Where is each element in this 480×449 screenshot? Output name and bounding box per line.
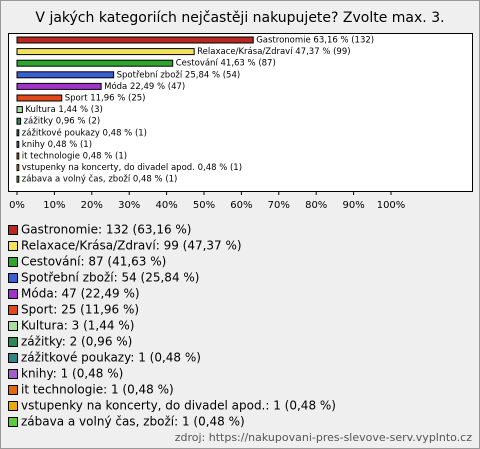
legend-swatch	[8, 289, 18, 299]
bar	[16, 71, 115, 79]
value-label: Móda 22,49 % (47)	[104, 81, 185, 92]
legend-swatch	[8, 321, 18, 331]
legend-swatch	[8, 337, 18, 347]
value-label: zážitkové poukazy 0,48 % (1)	[22, 127, 147, 138]
legend-label: Relaxace/Krása/Zdraví: 99 (47,37 %)	[21, 239, 242, 253]
x-tick-label: 30%	[118, 200, 140, 211]
x-tick-label: 50%	[193, 200, 215, 211]
x-tick-label: 40%	[155, 200, 177, 211]
value-label: Sport 11,96 % (25)	[65, 94, 146, 104]
value-label: vstupenky na koncerty, do divadel apod. …	[22, 163, 242, 173]
bar	[16, 164, 20, 172]
x-tick-label: 100%	[377, 200, 406, 211]
legend-swatch	[8, 369, 18, 379]
bar	[16, 36, 254, 44]
value-label: zážitky 0,96 % (2)	[24, 117, 101, 127]
legend-swatch	[8, 353, 18, 363]
value-label: zábava a volný čas, zboží 0,48 % (1)	[22, 174, 178, 185]
bar	[16, 59, 174, 67]
x-tick-label: 20%	[81, 200, 103, 211]
value-label: Kultura 1,44 % (3)	[25, 105, 102, 115]
legend-label: Móda: 47 (22,49 %)	[21, 287, 140, 301]
legend-label: Sport: 25 (11,96 %)	[21, 303, 139, 317]
bar	[16, 94, 63, 102]
x-tick-label: 90%	[342, 200, 364, 211]
source: zdroj: https://nakupovani-pres-slevove-s…	[175, 431, 473, 444]
legend-label: zábava a volný čas, zboží: 1 (0,48 %)	[21, 415, 245, 429]
bar	[16, 152, 20, 160]
legend-swatch	[8, 241, 18, 251]
legend-swatch	[8, 225, 18, 235]
legend-swatch	[8, 305, 18, 315]
legend-label: zážitkové poukazy: 1 (0,48 %)	[21, 351, 201, 365]
x-tick-label: 70%	[268, 200, 290, 211]
value-label: Relaxace/Krása/Zdraví 47,37 % (99)	[197, 47, 350, 57]
value-label: Gastronomie 63,16 % (132)	[256, 36, 374, 46]
bar	[16, 175, 20, 183]
legend-swatch	[8, 417, 18, 427]
legend-label: it technologie: 1 (0,48 %)	[21, 383, 174, 397]
legend-swatch	[8, 273, 18, 283]
bar	[16, 48, 195, 56]
legend-label: knihy: 1 (0,48 %)	[21, 367, 123, 381]
bar	[16, 129, 20, 137]
legend-label: Gastronomie: 132 (63,16 %)	[21, 223, 191, 237]
value-label: it technologie 0,48 % (1)	[22, 152, 127, 162]
x-tick-label: 0%	[9, 200, 25, 211]
value-label: Spotřební zboží 25,84 % (54)	[117, 70, 241, 80]
bar	[16, 82, 102, 90]
bar	[16, 140, 20, 148]
value-label: knihy 0,48 % (1)	[22, 140, 92, 150]
legend-swatch	[8, 401, 18, 411]
legend-label: Kultura: 3 (1,44 %)	[21, 319, 134, 333]
legend-swatch	[8, 385, 18, 395]
legend-label: zážitky: 2 (0,96 %)	[21, 335, 132, 349]
chart-title: V jakých kategoriích nejčastěji nakupuje…	[35, 10, 444, 26]
x-tick-label: 60%	[230, 200, 252, 211]
legend-label: vstupenky na koncerty, do divadel apod.:…	[21, 399, 336, 413]
x-tick-label: 80%	[305, 200, 327, 211]
x-tick-label: 10%	[43, 200, 65, 211]
value-label: Cestování 41,63 % (87)	[176, 59, 276, 69]
bar	[16, 106, 23, 114]
legend-label: Spotřební zboží: 54 (25,84 %)	[21, 271, 199, 285]
bar	[16, 117, 22, 125]
legend-swatch	[8, 257, 18, 267]
legend-label: Cestování: 87 (41,63 %)	[21, 255, 166, 269]
